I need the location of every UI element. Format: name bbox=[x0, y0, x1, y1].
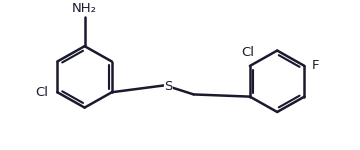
Text: Cl: Cl bbox=[35, 86, 48, 99]
Text: Cl: Cl bbox=[242, 46, 255, 59]
Text: F: F bbox=[312, 59, 319, 72]
Text: NH₂: NH₂ bbox=[72, 2, 97, 15]
Text: S: S bbox=[164, 80, 173, 93]
